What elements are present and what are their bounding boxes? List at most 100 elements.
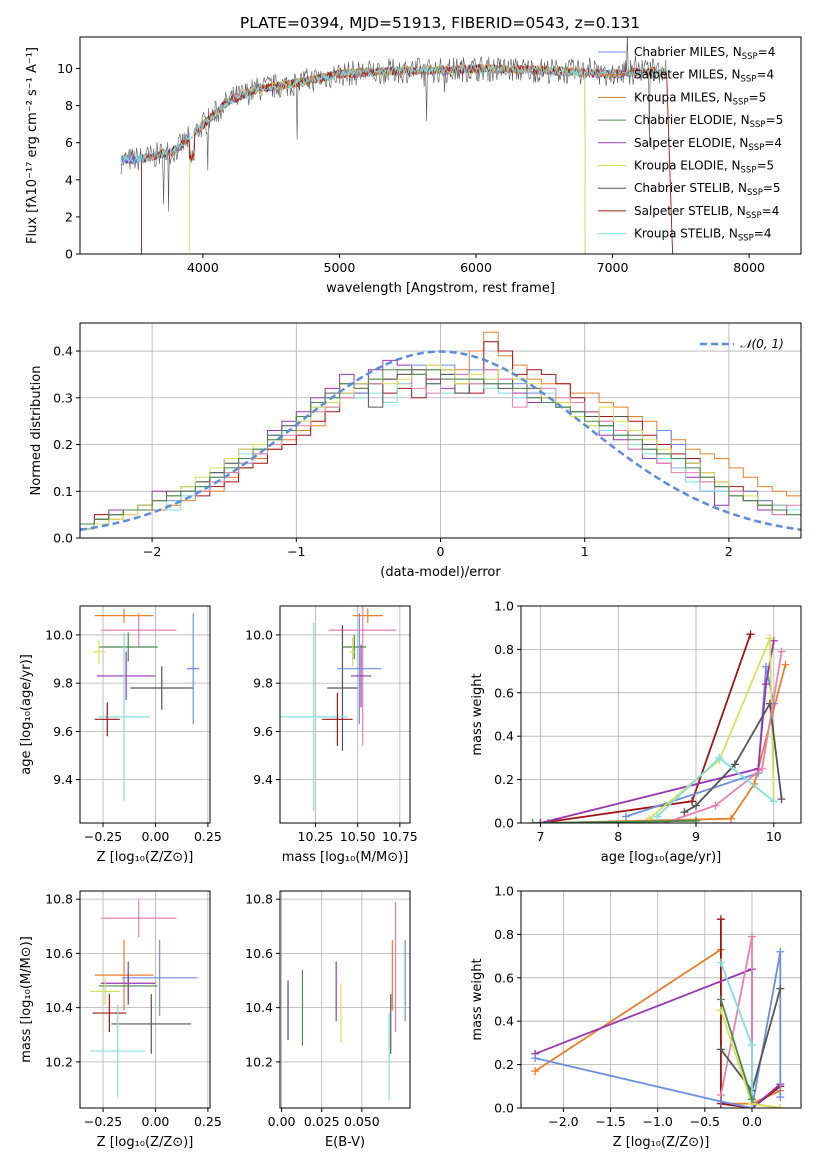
errorbar-point [322,692,353,746]
weight-marker [776,984,785,993]
errorbar-point [100,961,156,1005]
errorbar-point [98,632,158,662]
y-tick-label: 9.6 [53,724,73,739]
spectrum-line-salpeter-stelib [141,64,673,254]
legend-sub: SSP [741,75,757,85]
y-tick-label: 10.8 [245,892,273,907]
x-tick-label: −0.25 [84,829,122,844]
age-vs-mass-panel: 10.25 10.50 10.75 9.4 9.6 9.8 10.0 mass [log₁₀(… [245,605,418,865]
axes-frame [520,605,802,824]
weight-marker [711,801,720,810]
legend-label: Chabrier MILES, N [634,45,742,59]
spectrum-line-chabrier-miles [120,63,640,165]
weight-marker [777,795,786,804]
y-tick-label: 0.2 [494,772,514,787]
x-tick-label: 10.75 [382,829,418,844]
legend-eq: =4 [754,227,772,241]
legend-entry: Kroupa STELIB, NSSP=4 [634,227,772,244]
y-tick-label: 0.1 [53,484,73,499]
histogram-series [80,373,801,538]
histogram-series [80,364,801,538]
errorbar-point [90,977,120,1005]
x-tick-label: −1.0 [643,1114,673,1129]
y-tick-label: 0.0 [494,816,514,831]
weight-series [531,947,785,1108]
spectrum-line-salpeter-elodie [120,63,640,166]
y-tick-label: 9.8 [253,676,273,691]
weight-marker [765,634,774,643]
weight-vs-metallicity-panel: −2.0 −1.5 −1.0 −0.5 0.0 0.0 0.2 0.4 0.6 0.8 1.0 Z [… [470,884,802,1150]
weight-line [534,951,782,1108]
age-vs-metallicity-panel: −0.25 0.00 0.25 9.4 9.6 9.8 10.0 Z [log₁₀(Z/Z⊙)… [19,605,222,865]
legend-entry: Kroupa MILES, NSSP=5 [634,90,766,107]
x-axis-label: mass [log₁₀(M/M⊙)] [282,850,409,865]
legend-sub: SSP [746,211,762,221]
axes-frame [279,890,411,1109]
axes-frame [279,605,411,824]
x-tick-label: −1 [287,544,305,559]
y-tick-label: 0.8 [494,642,514,657]
legend-label: Kroupa STELIB, N [634,227,738,241]
x-axis-label: wavelength [Angstrom, rest frame] [326,281,555,296]
weight-marker [716,995,725,1004]
y-tick-label: 10.0 [245,627,273,642]
legend-sub: SSP [747,188,763,198]
plot-area [287,901,406,1100]
weight-marker [528,819,537,823]
legend-label: Salpeter ELODIE, N [634,136,748,150]
weight-marker [692,801,700,810]
errorbar-point [94,702,120,737]
x-tick-label: 8 [614,829,622,844]
errorbar-point [98,632,150,802]
weight-marker [692,816,700,823]
weight-marker [727,814,735,823]
x-tick-label: 10.50 [340,829,376,844]
legend-sub: SSP [742,52,758,62]
weight-marker [716,958,725,967]
weight-line [540,633,752,823]
x-axis-label: (data-model)/error [380,565,501,580]
y-tick-label: 9.4 [53,772,73,787]
weight-marker [747,1095,756,1104]
x-axis-label: Z [log₁₀(Z/Z⊙)] [97,850,194,865]
histogram-series [80,359,801,538]
residuals-panel: −2 −1 0 1 2 0.0 0.1 0.2 0.3 0.4 (data-model)/error… [29,322,802,580]
legend-sub: SSP [748,143,764,153]
weight-series [680,699,786,817]
weight-marker [747,932,756,941]
legend-label: Salpeter STELIB, N [634,204,746,218]
y-tick-label: 9.6 [253,724,273,739]
x-tick-label: −0.25 [84,1114,122,1129]
weight-marker [776,947,785,956]
y-tick-label: 6 [65,135,73,150]
x-tick-label: 5000 [324,260,356,275]
plot-area [92,608,200,802]
y-tick-label: 2 [65,209,73,224]
y-tick-label: 10.6 [45,946,73,961]
y-tick-label: 10.8 [45,892,73,907]
y-tick-label: 0.0 [53,531,73,546]
x-tick-label: 10.25 [298,829,334,844]
plot-area [80,331,801,538]
weight-marker [776,1104,785,1108]
mass-vs-metallicity-panel: −0.25 0.00 0.25 10.2 10.4 10.6 10.8 Z [log₁₀(Z/… [19,890,222,1150]
errorbar-point [342,634,367,660]
x-tick-label: 10 [766,829,782,844]
histogram-series [80,341,801,538]
x-tick-label: 0.25 [194,1114,222,1129]
y-tick-label: 9.4 [253,772,273,787]
y-tick-label: 9.8 [53,676,73,691]
weight-series [716,932,785,1108]
x-tick-label: 0.0 [742,1114,762,1129]
weight-line [720,999,753,1100]
weight-series [544,660,790,823]
histogram-series [80,364,801,538]
legend-eq: =4 [758,45,776,59]
weight-vs-age-panel: 7 8 9 10 0.0 0.2 0.4 0.6 0.8 1.0 age [log₁₀(age/yr… [470,599,802,865]
errorbar-point [186,613,200,725]
spectrum-line-kroupa-stelib [120,64,667,165]
legend-eq: =5 [763,181,781,195]
weight-marker [715,753,724,762]
x-tick-label: −2.0 [548,1114,578,1129]
y-tick-label: 8 [65,98,73,113]
